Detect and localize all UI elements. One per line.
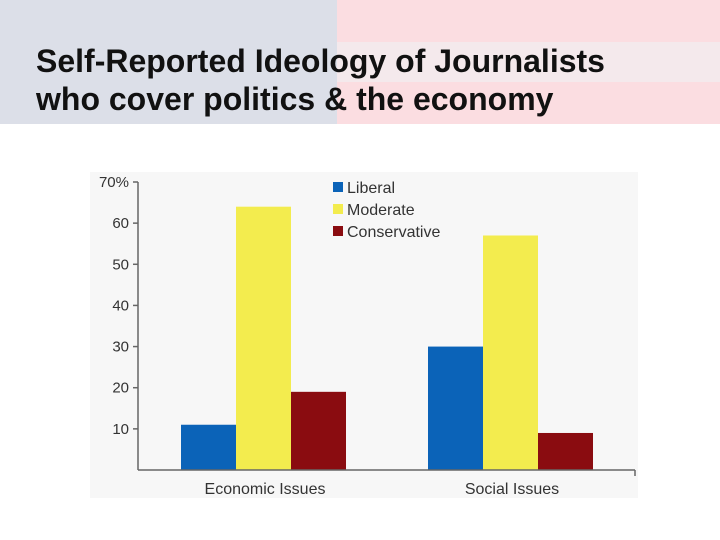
slide-title-line-2: who cover politics & the economy — [36, 81, 554, 117]
y-tick-label: 60 — [112, 215, 129, 232]
x-axis: Economic Issues Social Issues — [138, 469, 636, 498]
bar-liberal-social — [428, 346, 483, 470]
y-tick-label: 20 — [112, 380, 129, 397]
bar-moderate-economic — [236, 206, 291, 470]
bar-conservative-economic — [291, 391, 346, 470]
legend-swatch-liberal — [333, 182, 343, 192]
legend-swatch-conservative — [333, 226, 343, 236]
bar-liberal-economic — [181, 424, 236, 470]
bar-moderate-social — [483, 235, 538, 470]
bar-conservative-social — [538, 432, 593, 470]
title-band-right-bottom — [337, 82, 720, 124]
slide-title-line-1: Self-Reported Ideology of Journalists — [36, 43, 605, 79]
y-tick-label: 10 — [112, 421, 129, 438]
slide-title: Self-Reported Ideology of Journalists wh… — [36, 42, 605, 118]
y-tick-label: 70% — [99, 174, 129, 191]
x-category-label: Social Issues — [465, 481, 559, 498]
title-band-right-top — [337, 0, 720, 42]
y-tick-label: 50 — [112, 256, 129, 273]
title-band-left — [0, 0, 337, 124]
title-band-right-mid — [337, 42, 720, 82]
y-tick-label: 30 — [112, 339, 129, 356]
x-category-label: Economic Issues — [205, 481, 326, 498]
bar-series-group — [181, 206, 593, 470]
legend-label-moderate: Moderate — [347, 202, 415, 219]
legend-label-conservative: Conservative — [347, 224, 440, 241]
y-tick-label: 40 — [112, 297, 129, 314]
legend: Liberal Moderate Conservative — [333, 180, 440, 241]
y-axis: 10 20 30 40 50 60 70% — [99, 174, 139, 470]
legend-label-liberal: Liberal — [347, 180, 395, 197]
legend-swatch-moderate — [333, 204, 343, 214]
